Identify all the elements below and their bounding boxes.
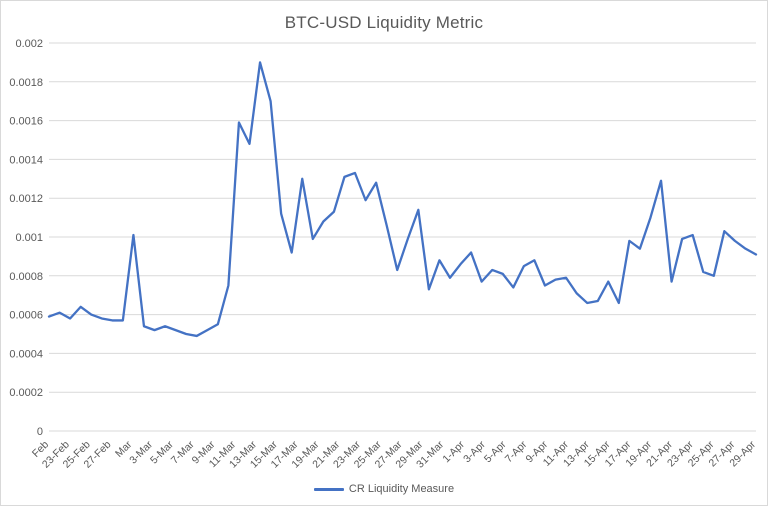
y-axis-tick-label: 0.0002 <box>9 387 43 399</box>
y-axis-tick-label: 0.001 <box>15 232 43 244</box>
y-axis-tick-label: 0.0018 <box>9 77 43 89</box>
legend-label: CR Liquidity Measure <box>348 483 455 495</box>
y-axis-tick-label: 0.0012 <box>9 193 43 205</box>
x-axis-tick-label: 1-Apr <box>440 438 467 465</box>
series-line <box>47 61 758 338</box>
y-axis-tick-label: 0.0008 <box>9 271 43 283</box>
x-axis-tick-label: 3-Apr <box>461 438 488 465</box>
y-axis-tick-label: 0 <box>37 426 43 438</box>
legend: CR Liquidity Measure <box>1 483 767 495</box>
x-axis-tick-label: 7-Apr <box>503 438 530 465</box>
chart-title: BTC-USD Liquidity Metric <box>284 13 484 32</box>
y-axis-tick-label: 0.0004 <box>9 348 43 360</box>
x-axis-tick-label: 5-Apr <box>482 438 509 465</box>
y-axis-tick-label: 0.002 <box>15 38 43 50</box>
y-axis-tick-label: 0.0014 <box>9 154 43 166</box>
y-axis-tick-label: 0.0006 <box>9 310 43 322</box>
y-axis-tick-label: 0.0016 <box>9 116 43 128</box>
legend-line-swatch <box>313 487 344 491</box>
